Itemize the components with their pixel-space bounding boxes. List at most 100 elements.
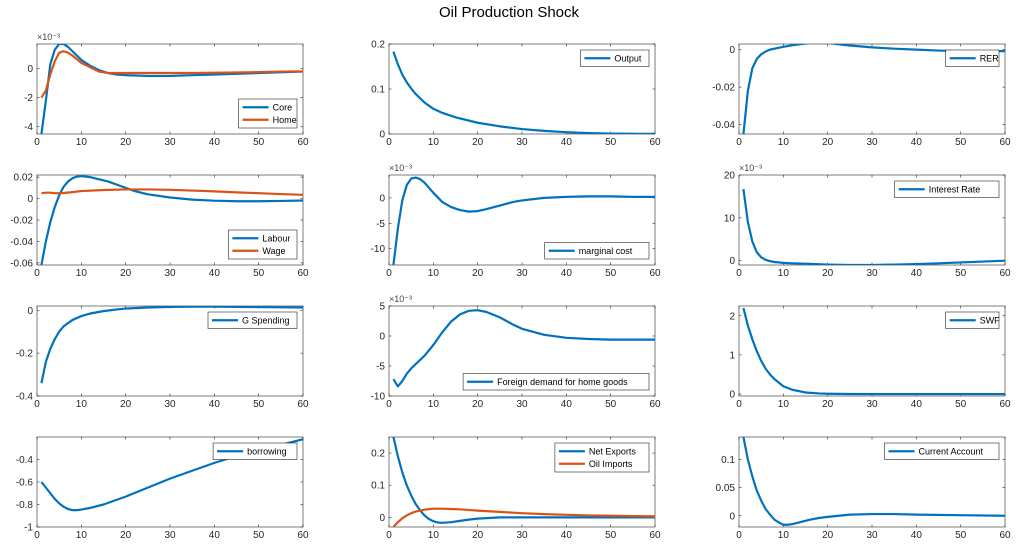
x-tick-label: 20 bbox=[822, 399, 834, 410]
y-tick-label: -0.06 bbox=[10, 258, 33, 269]
y-tick-label: -0.2 bbox=[16, 349, 34, 360]
x-tick-label: 10 bbox=[428, 530, 440, 541]
x-tick-label: 60 bbox=[999, 399, 1011, 410]
x-tick-label: 50 bbox=[605, 530, 617, 541]
x-tick-label: 0 bbox=[736, 137, 742, 148]
y-tick-label: 1 bbox=[729, 350, 735, 361]
x-tick-label: 0 bbox=[34, 530, 40, 541]
x-tick-label: 30 bbox=[164, 399, 176, 410]
y-tick-label: 5 bbox=[379, 302, 385, 313]
y-tick-label: 0.05 bbox=[716, 483, 736, 494]
series-line bbox=[742, 44, 1005, 134]
x-tick-label: 20 bbox=[120, 399, 132, 410]
y-tick-label: -0.04 bbox=[712, 120, 735, 131]
y-tick-label: 0 bbox=[27, 306, 33, 317]
x-tick-label: 60 bbox=[999, 530, 1011, 541]
x-tick-label: 0 bbox=[386, 530, 392, 541]
legend: Interest Rate bbox=[894, 180, 1000, 198]
x-tick-label: 0 bbox=[34, 137, 40, 148]
legend-label: G Spending bbox=[242, 316, 290, 326]
y-exponent-label: ×10⁻³ bbox=[739, 163, 762, 173]
legend-box bbox=[212, 442, 298, 460]
y-tick-label: -0.02 bbox=[712, 83, 735, 94]
y-tick-label: 10 bbox=[724, 213, 736, 224]
y-tick-label: -0.04 bbox=[10, 237, 33, 248]
x-tick-label: 50 bbox=[955, 530, 967, 541]
y-tick-label: -0.6 bbox=[16, 478, 34, 489]
legend-box bbox=[580, 49, 650, 67]
subplot-2: 0 10 20 30 40 50 60 0 0.1 0.2 Output bbox=[371, 40, 661, 149]
figure-title: Oil Production Shock bbox=[438, 4, 580, 21]
x-tick-label: 40 bbox=[561, 137, 573, 148]
y-tick-label: 20 bbox=[724, 171, 736, 182]
legend-box bbox=[894, 180, 1000, 198]
x-tick-label: 10 bbox=[76, 137, 88, 148]
x-tick-label: 40 bbox=[209, 530, 221, 541]
x-tick-label: 50 bbox=[955, 399, 967, 410]
legend-box bbox=[554, 442, 650, 473]
x-tick-label: 30 bbox=[866, 137, 878, 148]
x-tick-label: 40 bbox=[209, 399, 221, 410]
series-line bbox=[392, 437, 655, 524]
x-tick-label: 20 bbox=[822, 268, 834, 279]
x-tick-label: 30 bbox=[866, 399, 878, 410]
legend-label: Wage bbox=[262, 246, 285, 256]
y-tick-label: 0.1 bbox=[371, 481, 385, 492]
x-tick-label: 40 bbox=[209, 268, 221, 279]
y-exponent-label: ×10⁻³ bbox=[389, 163, 412, 173]
x-tick-label: 60 bbox=[999, 137, 1011, 148]
y-tick-label: -10 bbox=[371, 392, 386, 403]
y-tick-label: -0.4 bbox=[16, 455, 34, 466]
x-tick-label: 30 bbox=[516, 137, 528, 148]
legend-box bbox=[462, 373, 650, 391]
subplot-1: 0 10 20 30 40 50 60 -4 -2 0 ×10⁻³ Core Home bbox=[24, 32, 309, 148]
x-tick-label: 30 bbox=[164, 137, 176, 148]
subplot-5: 0 10 20 30 40 50 60 -10 -5 0 ×10⁻³ marginal cost bbox=[371, 163, 661, 279]
x-tick-label: 20 bbox=[120, 137, 132, 148]
legend-label: Output bbox=[614, 54, 642, 64]
y-tick-label: 0 bbox=[379, 332, 385, 343]
legend: SWF bbox=[945, 311, 1000, 329]
x-tick-label: 0 bbox=[386, 137, 392, 148]
x-tick-label: 50 bbox=[605, 137, 617, 148]
x-tick-label: 50 bbox=[955, 268, 967, 279]
legend: Net Exports Oil Imports bbox=[554, 442, 650, 473]
x-tick-label: 50 bbox=[605, 399, 617, 410]
y-tick-label: 0.02 bbox=[14, 173, 34, 184]
y-tick-label: -0.8 bbox=[16, 500, 34, 511]
series-line bbox=[742, 188, 1005, 265]
y-tick-label: 0 bbox=[729, 390, 735, 401]
x-tick-label: 10 bbox=[778, 530, 790, 541]
x-tick-label: 60 bbox=[297, 530, 309, 541]
legend: Foreign demand for home goods bbox=[462, 373, 650, 391]
subplot-7: 0 10 20 30 40 50 60 -0.4 -0.2 0 G Spending bbox=[16, 305, 309, 410]
y-tick-label: 0.2 bbox=[371, 449, 385, 460]
y-tick-label: -1 bbox=[24, 523, 33, 534]
legend-label: Home bbox=[273, 115, 297, 125]
x-tick-label: 60 bbox=[999, 268, 1011, 279]
x-tick-label: 30 bbox=[516, 530, 528, 541]
x-tick-label: 60 bbox=[649, 268, 661, 279]
x-tick-label: 40 bbox=[911, 399, 923, 410]
x-tick-label: 60 bbox=[649, 530, 661, 541]
x-tick-label: 30 bbox=[866, 530, 878, 541]
legend: borrowing bbox=[212, 442, 298, 460]
x-tick-label: 0 bbox=[736, 530, 742, 541]
subplot-11: 0 10 20 30 40 50 60 0 0.1 0.2 Net Exports Oil Impor… bbox=[371, 436, 661, 541]
x-tick-label: 10 bbox=[76, 530, 88, 541]
legend-label: Oil Imports bbox=[589, 459, 633, 469]
series-line bbox=[742, 307, 1005, 396]
legend-box bbox=[228, 229, 298, 260]
series-line bbox=[392, 51, 655, 134]
y-tick-label: 0 bbox=[379, 130, 385, 141]
y-tick-label: -0.02 bbox=[10, 216, 33, 227]
series-line bbox=[40, 175, 303, 265]
y-tick-label: 0.1 bbox=[721, 455, 735, 466]
subplot-12: 0 10 20 30 40 50 60 0 0.05 0.1 Current Account bbox=[716, 436, 1011, 541]
x-tick-label: 40 bbox=[561, 399, 573, 410]
y-tick-label: -0.4 bbox=[16, 392, 34, 403]
x-tick-label: 0 bbox=[736, 268, 742, 279]
legend: RER bbox=[945, 49, 1000, 67]
subplot-9: 0 10 20 30 40 50 60 0 1 2 SWF bbox=[729, 305, 1011, 410]
